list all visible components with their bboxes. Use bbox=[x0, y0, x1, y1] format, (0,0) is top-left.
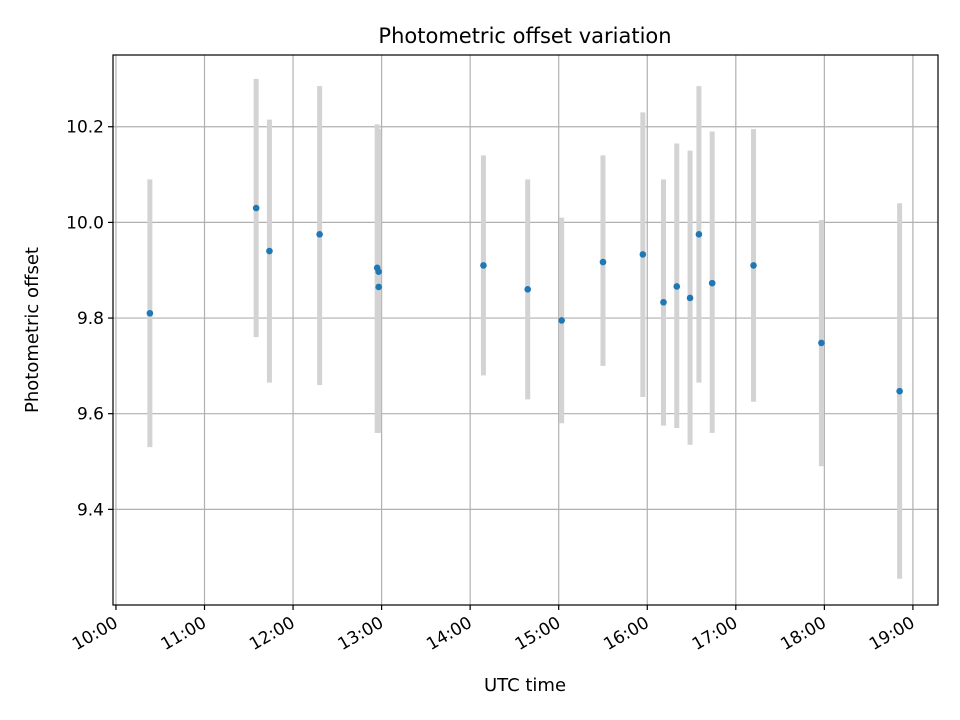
data-point bbox=[558, 317, 565, 324]
y-tick-label: 10.2 bbox=[66, 118, 104, 138]
data-point bbox=[818, 339, 825, 347]
data-point bbox=[524, 286, 532, 293]
data-point bbox=[708, 279, 716, 287]
y-axis-title: Photometric offset bbox=[22, 247, 43, 413]
data-point bbox=[252, 204, 260, 212]
data-point bbox=[750, 262, 757, 269]
data-point bbox=[673, 283, 681, 290]
data-point bbox=[896, 387, 903, 395]
y-axis-ticks: 9.4 9.6 9.8 10.0 10.2 bbox=[66, 118, 113, 520]
data-point bbox=[375, 283, 382, 291]
y-tick-label: 10.0 bbox=[66, 213, 104, 233]
data-point bbox=[146, 309, 154, 317]
data-point bbox=[480, 262, 487, 269]
chart-title: Photometric offset variation bbox=[378, 24, 671, 48]
data-points bbox=[146, 204, 903, 395]
data-point bbox=[599, 258, 607, 266]
data-point bbox=[316, 231, 323, 238]
data-point bbox=[660, 298, 667, 306]
y-tick-label: 9.4 bbox=[77, 500, 104, 520]
data-point bbox=[639, 251, 647, 258]
y-tick-label: 9.8 bbox=[77, 309, 104, 329]
data-point bbox=[375, 268, 382, 275]
data-point bbox=[695, 231, 703, 238]
plot-frame bbox=[112, 54, 939, 606]
data-point bbox=[266, 247, 273, 255]
data-point bbox=[686, 294, 694, 302]
x-axis-title: UTC time bbox=[484, 675, 566, 696]
y-tick-label: 9.6 bbox=[77, 405, 104, 425]
